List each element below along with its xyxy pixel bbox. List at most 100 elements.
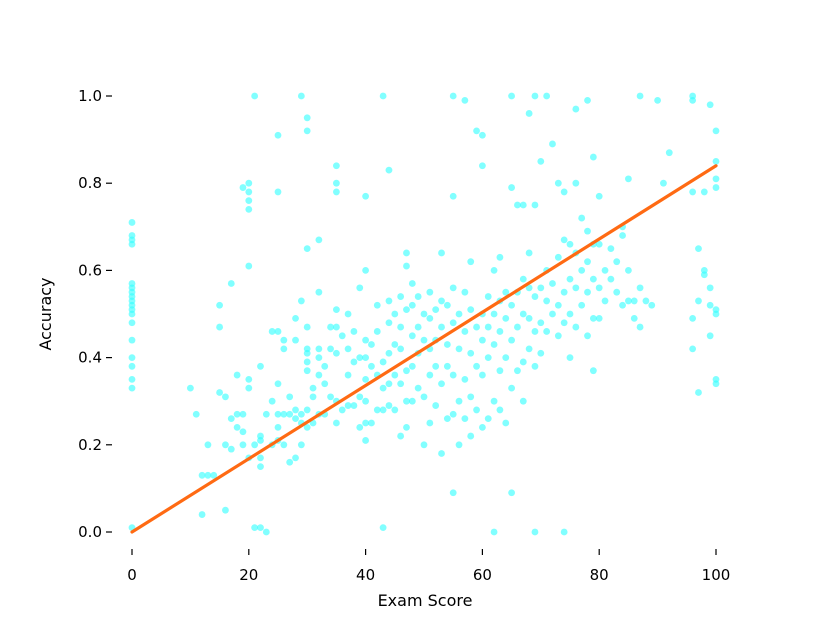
data-point (268, 397, 276, 405)
data-point (560, 319, 568, 327)
data-point (245, 384, 253, 392)
data-point (595, 192, 603, 200)
data-point (350, 328, 358, 335)
data-point (356, 284, 364, 292)
x-tick-label: 80 (590, 566, 609, 584)
data-point (362, 192, 369, 200)
data-point (443, 362, 451, 370)
data-point (286, 393, 294, 401)
data-point (303, 406, 311, 414)
data-point (689, 345, 697, 353)
data-point (414, 384, 422, 392)
data-point (467, 349, 475, 357)
data-point (461, 376, 469, 383)
data-point (619, 232, 626, 239)
data-point (303, 323, 311, 331)
data-point (630, 314, 638, 322)
data-point (508, 384, 515, 392)
data-point (274, 328, 282, 335)
data-point (560, 288, 568, 296)
data-point (274, 423, 282, 431)
data-point (508, 336, 515, 344)
data-point (502, 354, 510, 361)
y-tick-label: 0.8 (78, 174, 102, 192)
x-tick-label: 0 (127, 566, 137, 584)
data-point (484, 354, 492, 361)
data-point (379, 524, 387, 532)
data-point (455, 345, 463, 353)
data-point (362, 354, 369, 361)
data-point (455, 441, 463, 449)
data-point (303, 358, 311, 366)
data-point (473, 406, 480, 414)
data-point (589, 153, 597, 161)
data-point (572, 284, 580, 292)
x-axis-label: Exam Score (378, 591, 473, 610)
data-point (333, 179, 340, 187)
data-point (613, 288, 621, 296)
data-point (309, 384, 317, 392)
data-point (578, 267, 586, 274)
data-point (432, 402, 440, 409)
data-point (280, 410, 288, 418)
data-point (613, 258, 621, 266)
data-point (660, 179, 667, 187)
data-point (379, 358, 387, 366)
data-point (502, 288, 510, 296)
data-point (432, 306, 440, 314)
data-point (531, 528, 539, 536)
data-point (397, 345, 405, 353)
data-point (420, 441, 428, 449)
data-point (484, 323, 492, 331)
data-point (449, 371, 457, 379)
data-point (227, 280, 235, 287)
data-point (216, 323, 224, 331)
data-point (385, 349, 393, 357)
data-point (595, 314, 603, 322)
data-point (128, 362, 136, 370)
data-point (321, 362, 329, 370)
data-point (391, 341, 399, 348)
data-point (712, 175, 720, 183)
data-point (403, 306, 410, 314)
data-point (473, 323, 480, 331)
trend-line (130, 164, 718, 534)
data-point (455, 310, 463, 318)
data-point (222, 441, 229, 449)
data-point (397, 380, 405, 388)
data-point (712, 376, 720, 383)
data-point (712, 158, 720, 165)
data-point (560, 188, 568, 196)
data-point (227, 445, 235, 453)
data-point (455, 397, 463, 405)
data-point (601, 297, 609, 305)
data-point (630, 297, 638, 305)
data-point (373, 328, 381, 335)
data-point (525, 314, 533, 322)
data-point (438, 323, 445, 331)
data-point (356, 423, 364, 431)
data-point (549, 280, 556, 287)
data-point (473, 362, 480, 370)
data-point (566, 240, 574, 248)
data-point (397, 293, 405, 300)
data-point (607, 275, 615, 283)
data-point (438, 249, 445, 257)
data-point (257, 362, 264, 370)
data-point (479, 131, 486, 139)
data-point (362, 437, 369, 444)
data-point (303, 245, 311, 253)
data-point (584, 96, 591, 104)
data-point (479, 423, 486, 431)
data-point (531, 362, 539, 370)
data-point (391, 371, 399, 379)
data-point (303, 367, 311, 375)
data-point (595, 240, 603, 248)
data-point (303, 345, 311, 353)
data-point (560, 528, 568, 536)
data-point (589, 275, 597, 283)
data-point (251, 524, 259, 532)
data-point (408, 362, 416, 370)
data-point (595, 284, 603, 292)
